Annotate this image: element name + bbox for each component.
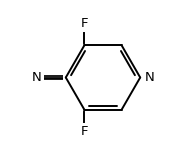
Text: F: F — [81, 17, 88, 30]
Text: F: F — [81, 125, 88, 138]
Text: N: N — [32, 71, 42, 84]
Text: N: N — [145, 71, 154, 84]
